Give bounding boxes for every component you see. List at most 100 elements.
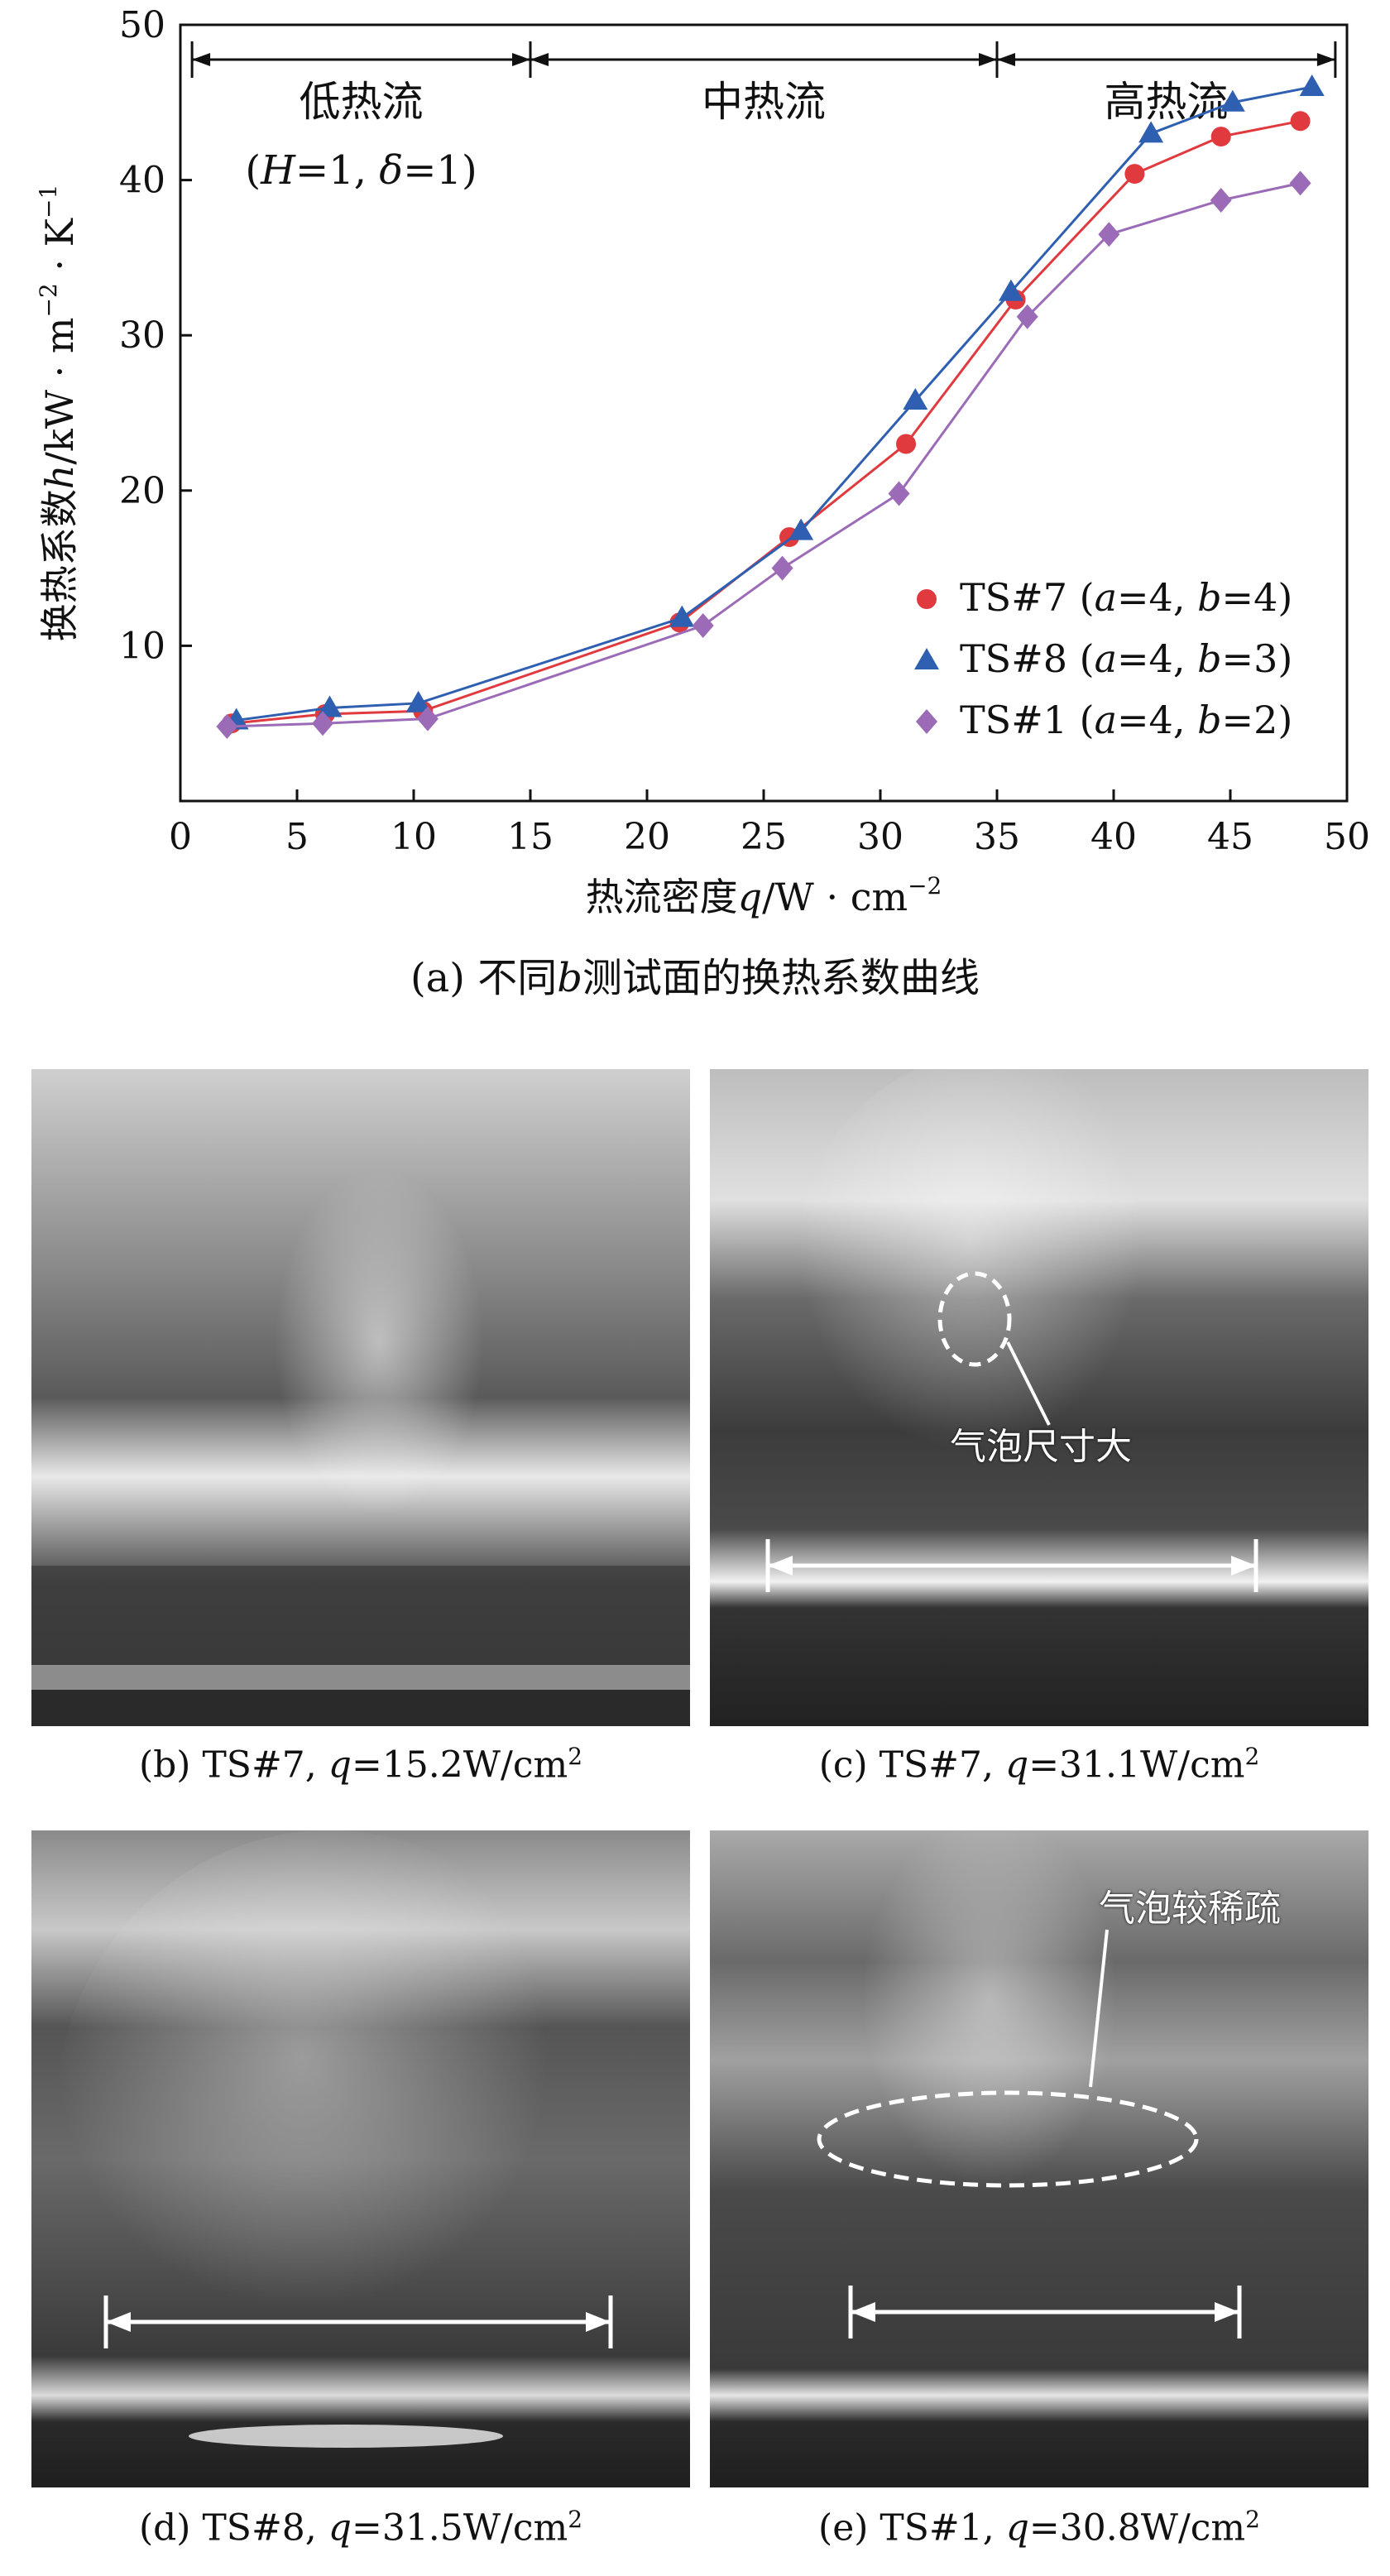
data-point-series-3 bbox=[1016, 304, 1038, 329]
legend-entry-b: b bbox=[1197, 698, 1221, 742]
legend-entry-b: b bbox=[1197, 636, 1221, 681]
caption-a: (a) 不同b测试面的换热系数曲线 bbox=[0, 945, 1390, 1003]
caption-a-var: b bbox=[557, 955, 583, 1001]
legend-entry-mid: =4, bbox=[1117, 636, 1197, 681]
data-point-series-3 bbox=[1098, 222, 1120, 247]
x-axis-label-exp: −2 bbox=[908, 872, 942, 899]
legend-entry-1: TS#7 (a=4, b=4) bbox=[960, 575, 1292, 620]
legend-entry-post: =4) bbox=[1222, 575, 1293, 620]
photo-c: 气泡尺寸大 bbox=[710, 1069, 1368, 1726]
caption-b-prefix: (b) TS#7, bbox=[138, 1744, 328, 1787]
photo-c-image bbox=[710, 1069, 1368, 1726]
caption-d-value: =31.5W/cm bbox=[351, 2506, 568, 2550]
caption-b: (b) TS#7, q=15.2W/cm2 bbox=[31, 1743, 690, 1787]
photo-c-annotation: 气泡尺寸大 bbox=[950, 1426, 1132, 1468]
data-point-series-3 bbox=[771, 555, 793, 581]
region-arrow-right bbox=[1316, 53, 1335, 66]
photo-d bbox=[31, 1830, 690, 2487]
legend-marker-1 bbox=[917, 589, 937, 609]
legend-entry-3: TS#1 (a=4, b=2) bbox=[960, 698, 1292, 742]
y-tick-label: 10 bbox=[119, 625, 165, 667]
data-point-series-2 bbox=[788, 518, 814, 540]
region-label: 低热流 bbox=[300, 78, 424, 126]
series-line-2 bbox=[236, 85, 1312, 722]
region-label: 中热流 bbox=[702, 78, 826, 126]
caption-c-exp: 2 bbox=[1244, 1743, 1260, 1770]
x-tick-label: 10 bbox=[391, 816, 437, 858]
data-point-series-2 bbox=[317, 695, 343, 717]
data-point-series-2 bbox=[903, 387, 928, 410]
y-axis-label-exp2: −1 bbox=[35, 185, 62, 218]
caption-e-var: q bbox=[1005, 2506, 1029, 2550]
y-tick-label: 50 bbox=[119, 4, 165, 46]
legend-entry-2: TS#8 (a=4, b=3) bbox=[960, 636, 1292, 681]
data-point-series-3 bbox=[888, 481, 910, 506]
data-point-series-1 bbox=[1290, 111, 1311, 132]
series-line-3 bbox=[227, 181, 1301, 728]
caption-c-var: q bbox=[1005, 1744, 1029, 1787]
caption-d-prefix: (d) TS#8, bbox=[138, 2506, 328, 2550]
heat-transfer-chart: 0 5 10 15 20 25 30 35 40 45 50 10 20 30 40 50 热流密度q/W · … bbox=[35, 4, 1370, 919]
legend-entry-post: =2) bbox=[1222, 698, 1293, 742]
region-note-eq1: =1, bbox=[295, 147, 379, 194]
x-tick-label: 0 bbox=[169, 816, 192, 858]
caption-c-value: =31.1W/cm bbox=[1028, 1744, 1245, 1787]
region-note-delta: δ bbox=[379, 147, 403, 194]
caption-c: (c) TS#7, q=31.1W/cm2 bbox=[710, 1743, 1368, 1787]
legend-entry-a: a bbox=[1095, 698, 1117, 742]
region-arrow-left bbox=[997, 53, 1015, 66]
x-tick-label: 30 bbox=[857, 816, 903, 858]
caption-e-value: =30.8W/cm bbox=[1028, 2506, 1246, 2550]
photo-e-image bbox=[710, 1830, 1368, 2487]
x-tick-label: 20 bbox=[624, 816, 670, 858]
data-point-series-3 bbox=[312, 711, 334, 736]
x-axis-label-var: q bbox=[738, 875, 762, 919]
region-arrow-left bbox=[530, 53, 549, 66]
photo-e: 气泡较稀疏 bbox=[710, 1830, 1368, 2487]
y-axis-label: 换热系数h/kW · m−2 · K−1 bbox=[35, 185, 82, 642]
data-point-series-3 bbox=[1289, 170, 1311, 196]
region-note: (H=1, δ=1) bbox=[245, 147, 477, 194]
region-arrow-right bbox=[512, 53, 530, 66]
legend-marker-2 bbox=[914, 648, 939, 669]
region-note-eq2: =1) bbox=[403, 147, 477, 194]
x-tick-label: 25 bbox=[741, 816, 787, 858]
x-axis-label: 热流密度q/W · cm−2 bbox=[586, 872, 942, 919]
legend-entry-b: b bbox=[1197, 575, 1221, 620]
region-arrow-left bbox=[192, 53, 211, 66]
legend-entry-a: a bbox=[1095, 575, 1117, 620]
data-point-series-2 bbox=[998, 279, 1023, 301]
legend-entry-mid: =4, bbox=[1117, 698, 1197, 742]
data-point-series-1 bbox=[1124, 164, 1145, 185]
x-tick-label: 15 bbox=[507, 816, 554, 858]
y-axis-label-mid: · K bbox=[37, 217, 82, 283]
data-point-series-3 bbox=[216, 713, 238, 739]
region-label: 高热流 bbox=[1104, 78, 1228, 126]
caption-a-suffix: 测试面的换热系数曲线 bbox=[582, 955, 980, 1001]
photo-e-annotation: 气泡较稀疏 bbox=[1099, 1888, 1281, 1930]
caption-b-exp: 2 bbox=[568, 1743, 583, 1770]
legend-entry-pre: TS#7 ( bbox=[960, 575, 1095, 620]
caption-d: (d) TS#8, q=31.5W/cm2 bbox=[31, 2506, 690, 2550]
y-axis-label-prefix: 换热系数 bbox=[37, 489, 82, 641]
caption-e-exp: 2 bbox=[1245, 2506, 1260, 2533]
legend-marker-3 bbox=[916, 709, 937, 734]
legend-entry-mid: =4, bbox=[1117, 575, 1197, 620]
legend-entry-a: a bbox=[1095, 636, 1117, 681]
x-axis-label-prefix: 热流密度 bbox=[586, 875, 738, 919]
data-point-series-1 bbox=[896, 434, 917, 454]
y-axis-label-var: h bbox=[37, 465, 82, 490]
region-arrow-right bbox=[979, 53, 997, 66]
data-point-series-3 bbox=[1210, 187, 1232, 213]
plot-frame bbox=[179, 23, 1349, 803]
x-tick-label: 35 bbox=[974, 816, 1020, 858]
legend-entry-post: =3) bbox=[1222, 636, 1293, 681]
legend-entry-pre: TS#1 ( bbox=[960, 698, 1095, 742]
region-note-h: H bbox=[260, 147, 296, 194]
photo-b-image bbox=[31, 1069, 690, 1726]
caption-d-var: q bbox=[328, 2506, 352, 2550]
region-note-prefix: ( bbox=[245, 147, 261, 194]
y-tick-label: 20 bbox=[119, 470, 165, 512]
photo-d-image bbox=[31, 1830, 690, 2487]
x-axis-label-unit: /W · cm bbox=[762, 875, 908, 919]
